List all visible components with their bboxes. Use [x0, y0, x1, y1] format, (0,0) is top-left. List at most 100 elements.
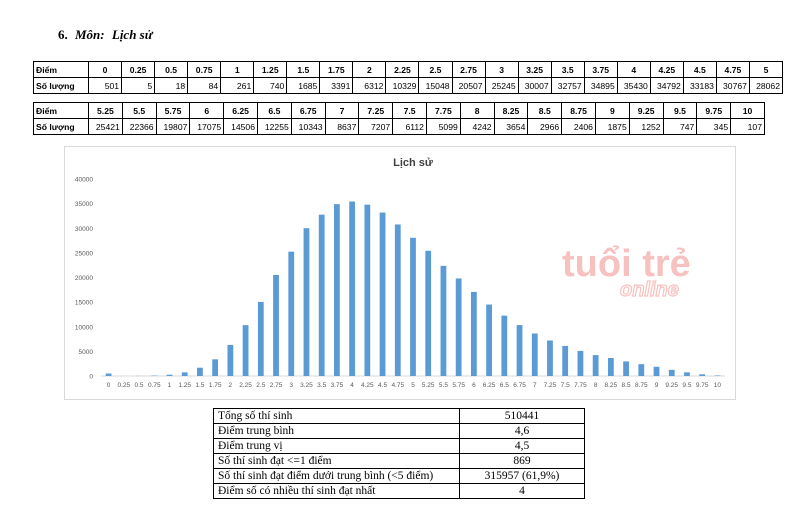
score-cell: 4.75	[715, 61, 750, 78]
count-cell: 261	[220, 77, 255, 94]
x-tick-label: 9.5	[682, 382, 691, 389]
y-tick-label: 25000	[75, 250, 93, 257]
count-cell: 10343	[290, 118, 326, 135]
score-cell: 3	[484, 61, 519, 78]
count-cell: 1252	[628, 118, 664, 135]
stats-row: Điểm số có nhiều thí sinh đạt nhất 4	[213, 483, 585, 499]
bar	[379, 212, 386, 376]
section-heading: 6. Môn: Lịch sử	[58, 27, 153, 43]
bar	[181, 372, 188, 376]
x-tick-label: 7.5	[561, 382, 570, 389]
count-cell: 12255	[256, 118, 292, 135]
score-cell: 2	[352, 61, 387, 78]
score-cell: 1.75	[319, 61, 354, 78]
count-cell: 8637	[324, 118, 360, 135]
stats-value: 510441	[459, 408, 585, 424]
count-cell: 740	[253, 77, 288, 94]
x-tick-label: 1.5	[195, 382, 204, 389]
x-tick-label: 0.5	[135, 382, 144, 389]
section-number: 6.	[58, 27, 68, 42]
bar	[105, 373, 112, 376]
section-subject: Lịch sử	[111, 27, 153, 42]
score-cell: 6.5	[256, 102, 292, 119]
stats-row: Số thí sinh đạt <=1 điểm 869	[213, 453, 585, 469]
x-tick-label: 4.75	[391, 382, 404, 389]
y-tick-label: 10000	[75, 324, 93, 331]
bar	[318, 214, 325, 376]
score-cell: 3.25	[517, 61, 552, 78]
histogram-svg: Lịch sử050001000015000200002500030000350…	[75, 157, 725, 389]
count-cell: 30007	[517, 77, 552, 94]
row-label: Số lượng	[33, 77, 89, 94]
chart-title: Lịch sử	[393, 157, 433, 169]
count-cell: 20507	[451, 77, 486, 94]
stats-value: 4,6	[459, 423, 585, 439]
score-cell: 3.5	[550, 61, 585, 78]
bar	[592, 355, 599, 376]
bar	[470, 291, 477, 376]
count-cell: 4242	[459, 118, 495, 135]
section-label: Môn:	[75, 27, 105, 42]
bar	[334, 204, 340, 376]
x-tick-label: 9	[655, 382, 659, 389]
score-cell: 7.25	[358, 102, 394, 119]
x-tick-label: 6.5	[500, 382, 509, 389]
stats-label: Điểm số có nhiều thí sinh đạt nhất	[213, 483, 460, 499]
bar	[197, 367, 203, 376]
score-cell: 6	[189, 102, 225, 119]
score-cell: 5.75	[155, 102, 191, 119]
score-cell: 0.5	[154, 61, 189, 78]
count-cell: 18	[154, 77, 189, 94]
x-tick-label: 3.5	[317, 382, 326, 389]
x-tick-label: 5.25	[422, 382, 435, 389]
count-cell: 19807	[155, 118, 191, 135]
count-cell: 501	[87, 77, 123, 94]
bar	[394, 224, 401, 376]
count-cell: 35430	[616, 77, 651, 94]
x-tick-label: 7	[533, 382, 537, 389]
score-cell: 9.75	[696, 102, 732, 119]
stats-label: Số thí sinh đạt điểm dưới trung bình (<5…	[213, 468, 460, 484]
count-cell: 5099	[425, 118, 461, 135]
svg-text:online: online	[620, 279, 679, 301]
score-table-2: Điểm 5.25 5.5 5.75 6 6.25 6.5 6.75 7 7.25 7.5 7.75 8…	[33, 102, 765, 135]
bar	[242, 325, 249, 376]
stats-label: Số thí sinh đạt <=1 điểm	[213, 453, 460, 469]
score-cell: 9.25	[628, 102, 664, 119]
bar	[349, 201, 356, 376]
count-cell: 345	[696, 118, 732, 135]
bar	[623, 361, 629, 376]
bar	[455, 278, 462, 376]
bar	[653, 366, 660, 376]
x-tick-label: 8.25	[605, 382, 618, 389]
bar	[516, 325, 523, 376]
count-cell: 25245	[484, 77, 519, 94]
x-tick-label: 1	[168, 382, 172, 389]
count-cell: 3391	[319, 77, 354, 94]
x-tick-label: 3.75	[331, 382, 344, 389]
count-cell: 6112	[392, 118, 427, 135]
score-table-1: Điểm 0 0.25 0.5 0.75 1 1.25 1.5 1.75 2 2.25 2.5 2.75…	[33, 61, 784, 94]
score-cell: 9	[594, 102, 630, 119]
bar	[257, 301, 264, 376]
x-tick-label: 8	[594, 382, 598, 389]
score-cell: 1.5	[286, 61, 321, 78]
x-tick-label: 3.25	[300, 382, 313, 389]
y-tick-label: 35000	[75, 201, 93, 208]
x-tick-label: 9.75	[696, 382, 709, 389]
stats-row: Số thí sinh đạt điểm dưới trung bình (<5…	[213, 468, 585, 484]
bar	[714, 375, 721, 376]
count-cell: 1685	[286, 77, 321, 94]
count-cell: 6312	[352, 77, 387, 94]
count-cell: 2966	[527, 118, 563, 135]
score-cell: 0	[87, 61, 123, 78]
x-tick-label: 0.25	[118, 382, 131, 389]
x-tick-label: 3	[289, 382, 293, 389]
count-cell: 32757	[550, 77, 585, 94]
x-tick-label: 2	[229, 382, 233, 389]
count-row: Số lượng 501 5 18 84 261 740 1685 3391 6312 10329 1…	[33, 77, 784, 94]
x-tick-label: 2.25	[239, 382, 252, 389]
y-tick-label: 15000	[75, 300, 93, 307]
bar	[486, 304, 492, 376]
row-label: Điểm	[33, 61, 89, 78]
